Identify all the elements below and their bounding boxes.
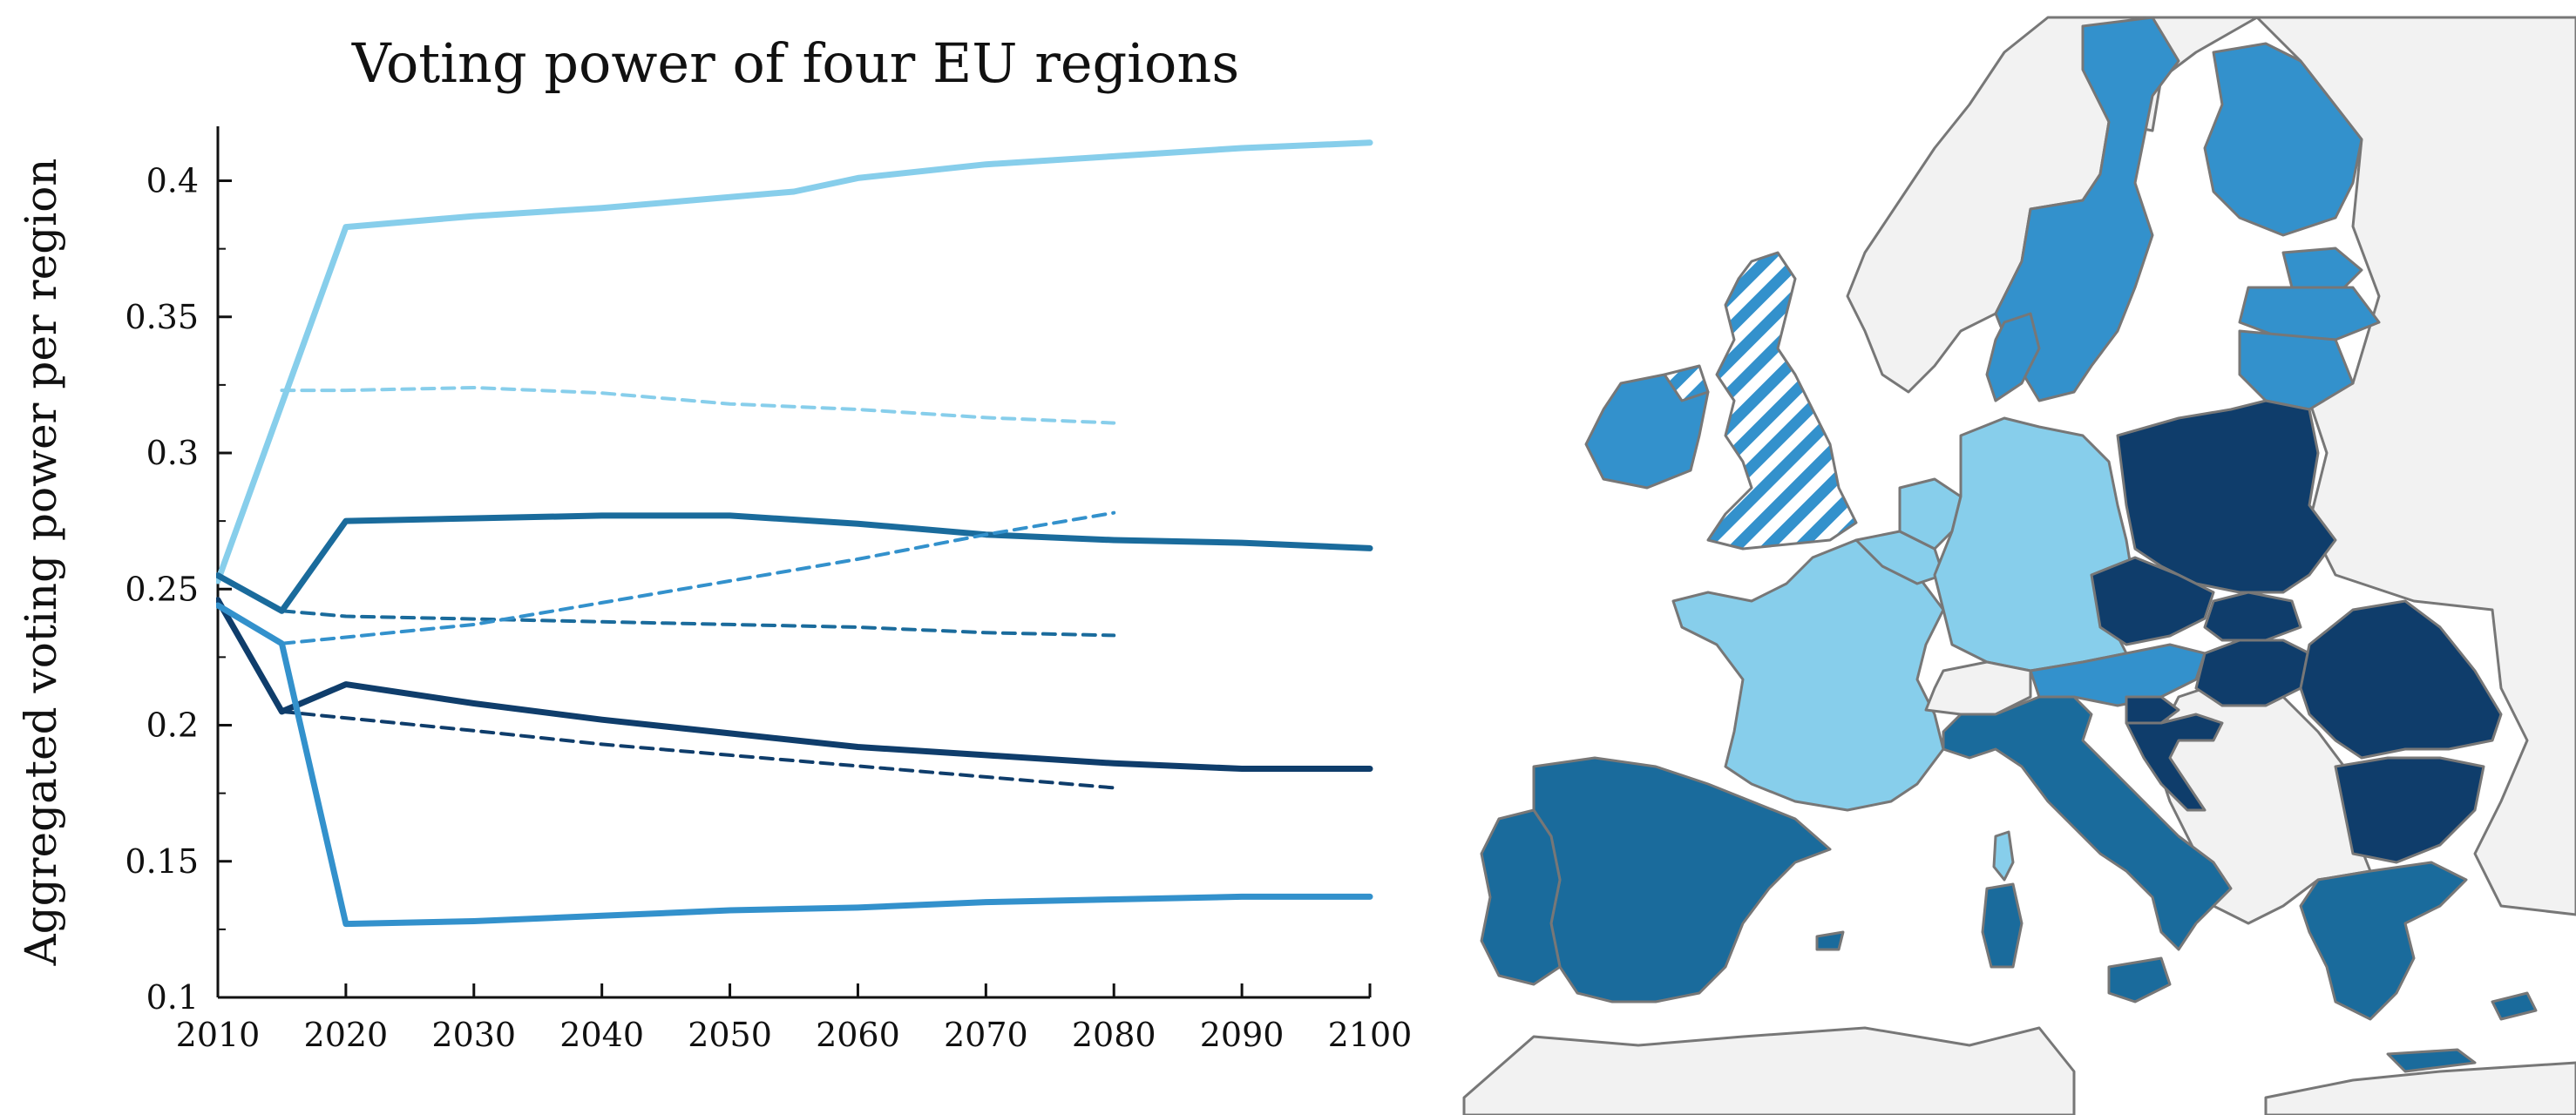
line-chart: Voting power of four EU regions Aggregat…	[16, 31, 1412, 1054]
map-region-czech-republic	[2090, 556, 2215, 646]
chart-title: Voting power of four EU regions	[351, 31, 1239, 95]
map-region-poland	[2116, 399, 2337, 594]
y-tick-label: 0.3	[146, 434, 199, 472]
series-line-2	[280, 386, 1116, 425]
map-region-sweden	[1994, 16, 2180, 402]
x-tick-label: 2040	[559, 1016, 644, 1054]
series-line-7	[280, 709, 1116, 790]
map-region-portugal	[1480, 808, 1562, 986]
map-region-germany	[1933, 416, 2137, 672]
series-line-3	[216, 512, 1373, 614]
series-lines	[216, 139, 1373, 928]
y-tick-label: 0.2	[146, 706, 199, 745]
x-tick-label: 2100	[1328, 1016, 1413, 1054]
x-tick-label: 2020	[304, 1016, 389, 1054]
map-region-northern-ireland	[1663, 364, 1710, 402]
map-region-slovenia	[2125, 695, 2180, 725]
x-tick-label: 2030	[431, 1016, 516, 1054]
x-tick-label: 2060	[816, 1016, 900, 1054]
x-ticks: 2010 2020 2030 2040 2050 2060 2070 2080 2090 2100	[176, 983, 1413, 1054]
x-tick-label: 2010	[176, 1016, 261, 1054]
europe-map	[1462, 16, 2576, 1115]
map-region-bulgaria	[2334, 756, 2485, 864]
x-tick-label: 2070	[944, 1016, 1028, 1054]
series-line-5	[280, 510, 1116, 645]
series-line-8	[216, 602, 1373, 928]
map-region-cyprus	[2491, 991, 2538, 1021]
map-region-romania	[2299, 599, 2503, 760]
y-tick-label: 0.35	[125, 298, 199, 336]
map-region-slovakia	[2203, 591, 2302, 642]
axes	[216, 126, 1370, 999]
map-region-finland	[2203, 42, 2363, 237]
map-region-corsica	[1992, 830, 2015, 882]
map-region-hungary	[2194, 639, 2311, 707]
map-region-crete	[2386, 1048, 2477, 1073]
map-region-sicily	[2107, 956, 2172, 1004]
map-region-north-africa-east	[2264, 1061, 2576, 1115]
y-tick-label: 0.4	[146, 162, 199, 200]
series-line-1	[216, 139, 1373, 585]
map-region-estonia	[2281, 247, 2363, 289]
map-region-north-africa	[1462, 1026, 2076, 1115]
y-tick-label: 0.15	[125, 842, 199, 881]
map-region-italy	[1942, 695, 2233, 951]
map-region-eastern-europe	[2255, 16, 2576, 916]
y-tick-label: 0.1	[146, 978, 199, 1017]
map-region-greece	[2299, 861, 2468, 1021]
map-region-croatia	[2125, 713, 2224, 812]
map-region-france	[1671, 538, 1945, 812]
x-tick-label: 2050	[688, 1016, 772, 1054]
y-axis-label: Aggregated voting power per region	[16, 158, 66, 966]
series-line-6	[216, 597, 1373, 772]
x-tick-label: 2090	[1200, 1016, 1285, 1054]
map-region-united-kingdom	[1706, 251, 1858, 551]
map-region-sardinia	[1981, 882, 2024, 969]
map-region-balearics	[1815, 930, 1845, 951]
y-tick-label: 0.25	[125, 570, 199, 608]
map-region-denmark	[1985, 312, 2041, 402]
y-ticks: 0.1 0.15 0.2 0.25 0.3 0.35 0.4	[125, 162, 232, 1017]
series-line-4	[280, 609, 1116, 638]
x-tick-label: 2080	[1072, 1016, 1156, 1054]
